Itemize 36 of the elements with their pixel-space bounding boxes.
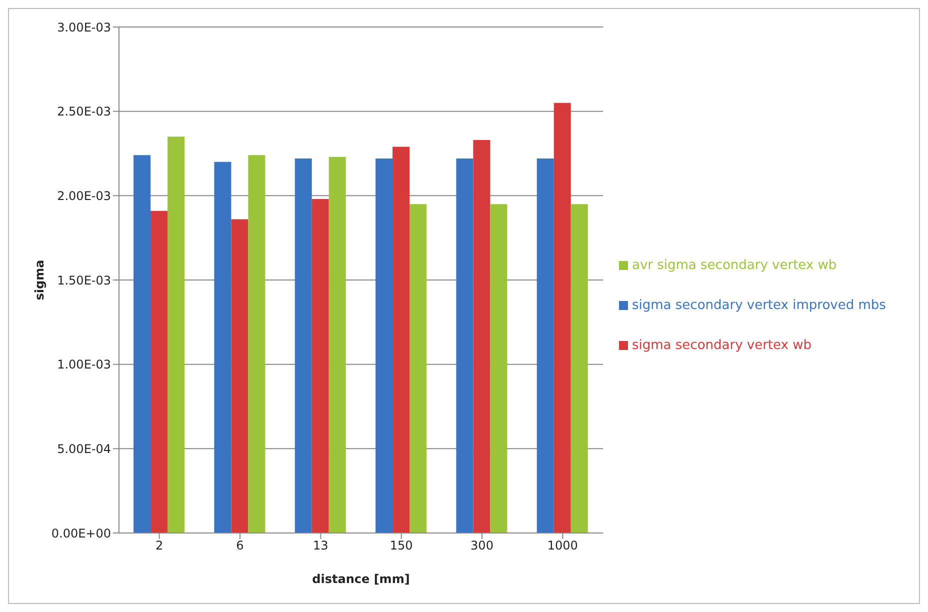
legend-label: sigma secondary vertex wb — [632, 338, 812, 353]
bar — [168, 136, 185, 533]
y-tick-label: 1.00E-03 — [57, 358, 111, 372]
y-tick-label: 2.50E-03 — [57, 104, 111, 119]
bar — [473, 140, 490, 533]
y-tick-label: 1.50E-03 — [57, 273, 111, 288]
x-tick-label: 300 — [470, 538, 494, 553]
y-tick-label: 3.00E-03 — [57, 20, 111, 34]
bar — [294, 158, 312, 533]
bar — [214, 162, 232, 533]
legend-label: avr sigma secondary vertex wb — [632, 258, 837, 273]
bar — [150, 210, 168, 533]
y-tick-label: 2.00E-03 — [57, 188, 111, 203]
bar — [134, 155, 151, 533]
x-tick-label: 2 — [156, 538, 164, 553]
bar — [490, 204, 508, 533]
x-tick-label: 1000 — [547, 538, 578, 553]
x-axis-title: distance [mm] — [312, 572, 410, 586]
y-tick-label: 0.00E+00 — [51, 526, 111, 540]
bar — [456, 158, 474, 533]
bar — [554, 102, 571, 533]
bar — [312, 199, 329, 533]
bar — [231, 219, 248, 533]
bar — [248, 155, 266, 533]
y-axis-title: sigma — [32, 260, 46, 300]
bar — [570, 204, 588, 533]
bar — [328, 156, 346, 533]
bar — [392, 146, 410, 533]
x-tick-label: 150 — [390, 538, 413, 553]
x-tick-label: 6 — [236, 538, 244, 553]
bar — [410, 204, 427, 533]
y-tick-label: 5.00E-04 — [57, 442, 111, 456]
bar — [536, 158, 554, 533]
x-tick-label: 13 — [313, 538, 328, 553]
legend-label: sigma secondary vertex improved mbs — [632, 298, 886, 313]
bar — [376, 158, 393, 533]
